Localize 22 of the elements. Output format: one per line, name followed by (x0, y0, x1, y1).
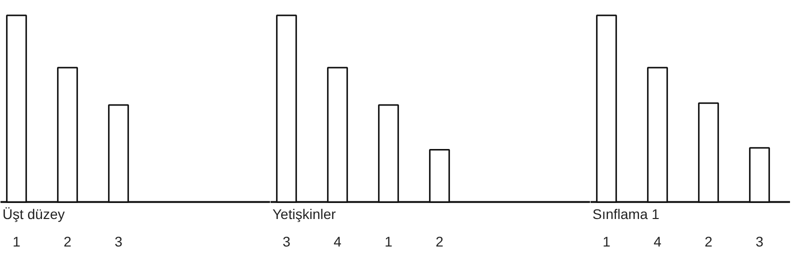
x-tick-label: 2 (704, 234, 713, 250)
x-tick-label: 4 (654, 234, 662, 250)
x-tick-label: 3 (282, 234, 291, 250)
x-axis-title: Yetişkinler (272, 206, 336, 222)
x-tick-label: 1 (602, 234, 611, 250)
x-tick-label: 1 (12, 234, 21, 250)
bar (429, 148, 450, 203)
x-axis-title: Sınflama 1 (592, 206, 660, 222)
bar (276, 14, 297, 203)
x-tick-label: 1 (384, 234, 393, 250)
bar (596, 14, 617, 203)
bar (647, 66, 668, 203)
x-tick-label: 4 (334, 234, 342, 250)
bar (327, 66, 348, 203)
x-tick-label: 3 (114, 234, 123, 250)
x-tick-label: 2 (64, 234, 72, 250)
bar (378, 104, 399, 203)
bar (749, 147, 770, 203)
x-tick-label: 2 (436, 234, 444, 250)
x-tick-label: 3 (756, 234, 764, 250)
x-axis-title: Üşt düzey (2, 206, 65, 222)
bar (698, 102, 719, 203)
